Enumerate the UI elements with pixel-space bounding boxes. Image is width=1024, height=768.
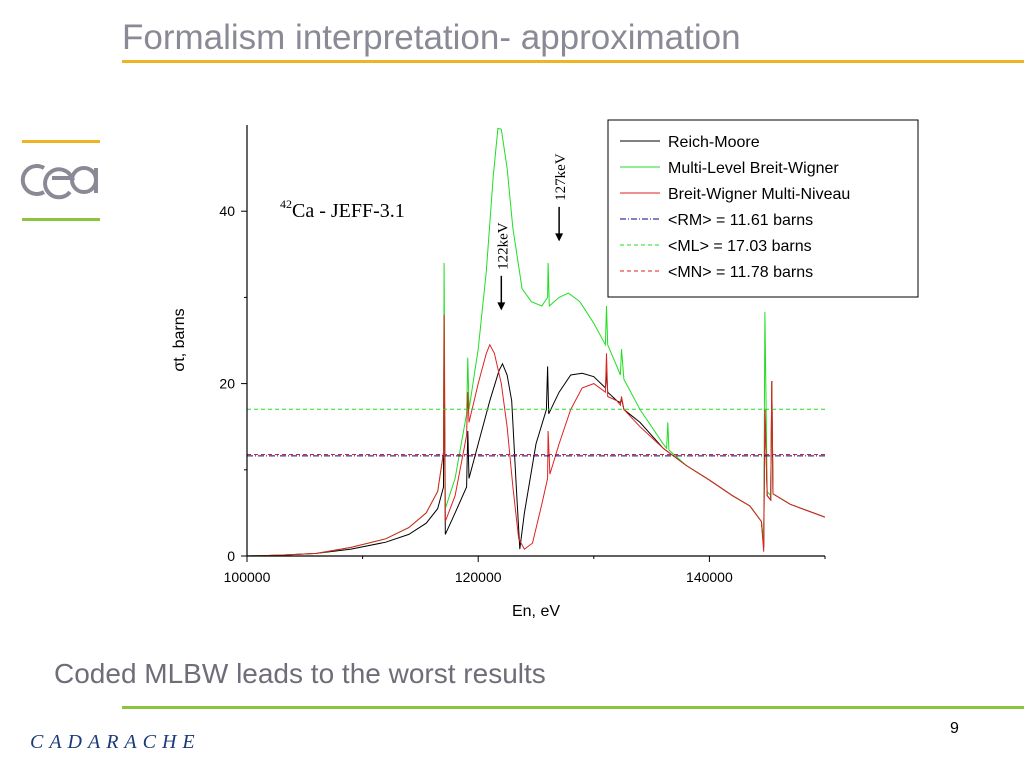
arrow-label: 127keV [553, 153, 569, 201]
cross-section-chart: 100000 120000 140000 0 20 40 En, eV σt, barns… [171, 119, 919, 620]
legend-label: Reich-Moore [668, 134, 760, 151]
legend-box [607, 119, 919, 298]
chart-legend: Reich-Moore Multi-Level Breit-Wigner Breit… [607, 119, 919, 298]
legend-label: <RM> = 11.61 barns [668, 212, 813, 229]
x-axis-label: En, eV [512, 603, 560, 620]
arrow-head [497, 302, 506, 311]
svg-text:CADARACHE: CADARACHE [30, 731, 201, 753]
legend-label: <MN> = 11.78 barns [668, 264, 813, 281]
legend-label: Multi-Level Breit-Wigner [668, 160, 839, 177]
chart-annotation: 42Ca - JEFF-3.1 [280, 197, 405, 222]
slide-title: Formalism interpretation- approximation [122, 18, 741, 57]
x-tick-label: 120000 [455, 569, 502, 585]
cea-logo [20, 140, 100, 221]
svg-text:42Ca - JEFF-3.1: 42Ca - JEFF-3.1 [280, 197, 405, 222]
arrow-head [555, 233, 564, 242]
series-line-0 [247, 331, 825, 556]
arrow-label: 122keV [495, 222, 511, 270]
y-tick-label: 40 [219, 203, 235, 219]
cadarache-logo: CADARACHE [30, 731, 201, 753]
title-rule [122, 60, 1024, 63]
svg-text:σt, barns: σt, barns [171, 308, 188, 371]
legend-label: Breit-Wigner Multi-Niveau [668, 186, 850, 203]
x-tick-label: 100000 [224, 569, 271, 585]
slide-subtitle: Coded MLBW leads to the worst results [54, 658, 546, 689]
x-tick-label: 140000 [686, 569, 733, 585]
series-line-2 [247, 314, 825, 556]
legend-label: <ML> = 17.03 barns [668, 238, 812, 255]
y-axis-label: σt, barns [171, 308, 188, 371]
page-number: 9 [950, 720, 959, 737]
footer-rule [122, 706, 1024, 709]
y-tick-label: 20 [219, 376, 235, 392]
y-tick-label: 0 [227, 548, 235, 564]
